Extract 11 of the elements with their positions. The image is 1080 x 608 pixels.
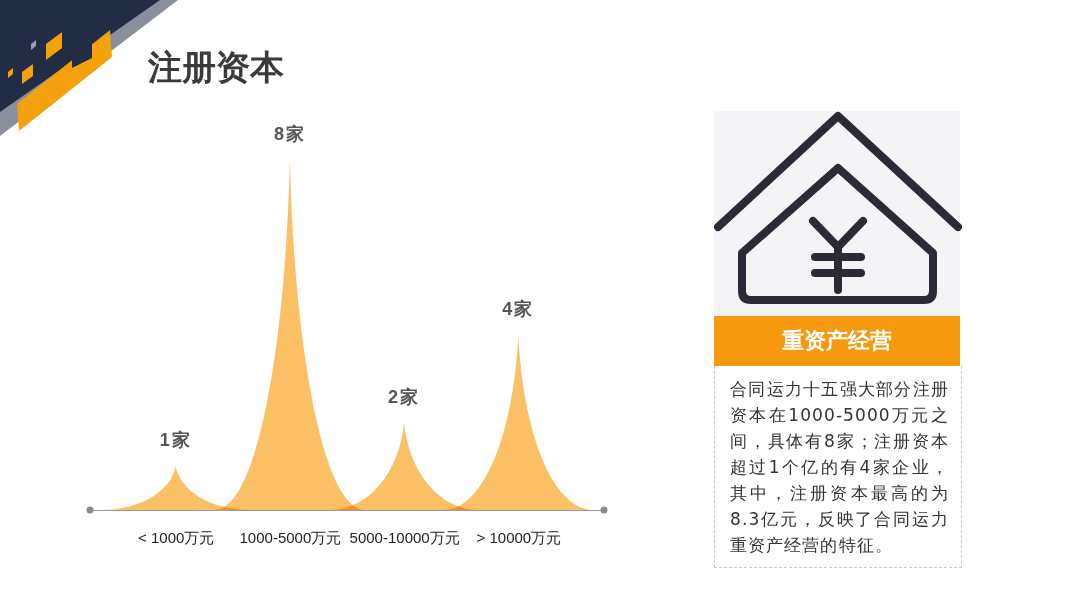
data-label: 4家 [502,299,535,319]
text: 合同运力十五强大部分注册资本在1000-5000万元之间，具体有8家；注册资本超过1个亿的有4家企业，其中，注册资本最高的为8.3亿元，反映了合同运力重资产经营的特征。 [730,378,949,557]
text: 重资产经营 [782,327,892,355]
chart-title: 注册资本 [147,48,285,86]
data-label: 2家 [388,386,421,407]
x-tick-label: < 1000万元 [138,528,215,546]
data-label: 8家 [273,124,306,144]
data-label: 1家 [159,430,192,451]
x-tick-label: 5000-10000万元 [349,528,460,546]
x-tick-label: 1000-5000万元 [239,528,342,546]
x-tick-label: > 10000万元 [476,528,562,546]
